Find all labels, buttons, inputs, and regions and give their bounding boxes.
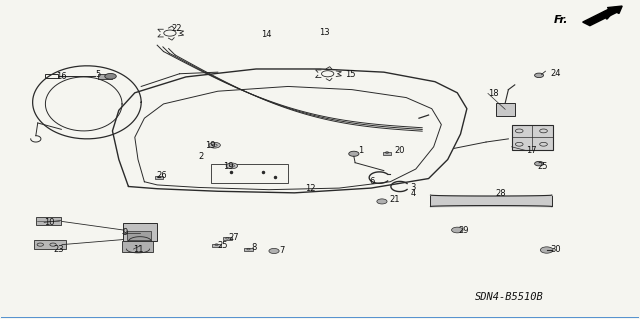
Text: 30: 30 — [550, 245, 561, 254]
Text: 7: 7 — [280, 246, 285, 255]
Circle shape — [452, 227, 463, 233]
Circle shape — [377, 199, 387, 204]
Circle shape — [105, 73, 116, 79]
Bar — [383, 152, 391, 155]
Bar — [127, 231, 152, 240]
Bar — [36, 217, 61, 225]
Bar — [124, 223, 157, 241]
Text: 17: 17 — [526, 146, 537, 155]
Text: 19: 19 — [205, 141, 216, 150]
Text: 19: 19 — [223, 162, 234, 171]
Text: 21: 21 — [389, 195, 399, 204]
Bar — [45, 74, 58, 78]
Circle shape — [226, 163, 237, 169]
Bar — [244, 248, 253, 251]
Text: 14: 14 — [261, 30, 272, 39]
Text: 24: 24 — [550, 69, 561, 78]
Text: 26: 26 — [157, 171, 167, 180]
Circle shape — [269, 249, 279, 254]
Bar — [155, 176, 163, 179]
Bar — [511, 124, 553, 150]
Text: 15: 15 — [346, 70, 356, 79]
Text: 29: 29 — [459, 226, 469, 235]
FancyArrow shape — [582, 6, 622, 26]
Bar — [495, 103, 515, 116]
Text: 20: 20 — [395, 146, 405, 155]
Bar — [34, 240, 66, 249]
Text: 28: 28 — [495, 189, 506, 198]
Circle shape — [534, 73, 543, 78]
Text: 11: 11 — [134, 245, 144, 254]
Bar — [122, 241, 153, 252]
Text: 9: 9 — [122, 228, 127, 237]
Bar — [212, 244, 221, 247]
Text: 2: 2 — [198, 152, 204, 161]
Text: 3: 3 — [411, 183, 416, 192]
Text: 18: 18 — [488, 89, 499, 98]
Circle shape — [540, 247, 553, 253]
Text: 5: 5 — [95, 70, 100, 79]
Text: 10: 10 — [44, 218, 54, 227]
Circle shape — [534, 161, 543, 166]
Bar — [211, 164, 288, 183]
Text: SDN4-B5510B: SDN4-B5510B — [474, 292, 543, 302]
Text: 27: 27 — [228, 233, 239, 242]
Text: 12: 12 — [305, 184, 316, 193]
Circle shape — [349, 151, 359, 156]
Text: 13: 13 — [319, 28, 330, 37]
Text: 8: 8 — [252, 243, 257, 252]
Text: 4: 4 — [411, 189, 416, 198]
Bar — [223, 237, 232, 240]
Text: 25: 25 — [218, 241, 228, 250]
Text: 16: 16 — [56, 72, 67, 81]
Text: 1: 1 — [358, 146, 364, 155]
Text: 22: 22 — [172, 24, 182, 33]
Bar — [99, 74, 113, 78]
Text: Fr.: Fr. — [554, 15, 568, 25]
Text: 6: 6 — [369, 177, 374, 186]
Text: 23: 23 — [53, 245, 64, 254]
Text: 25: 25 — [537, 162, 548, 171]
Circle shape — [209, 142, 220, 148]
